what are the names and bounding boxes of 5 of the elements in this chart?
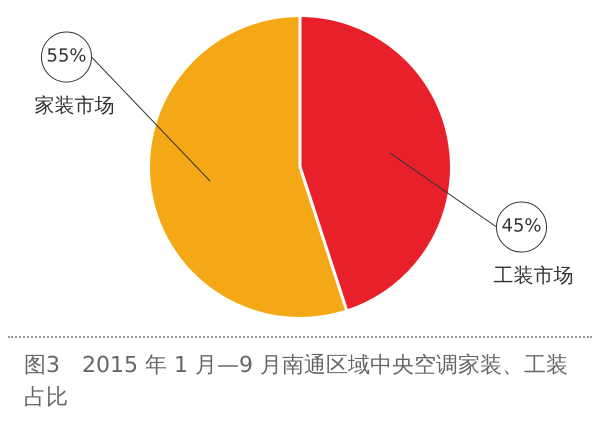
data-label: 45% xyxy=(501,216,542,237)
slice-label: 家装市场 xyxy=(34,93,114,118)
slice-label: 工装市场 xyxy=(494,263,574,288)
text: 图3 2015 年 1 月—9 月南通区域中央空调家装、工装占比 xyxy=(23,352,569,412)
data-label: 55% xyxy=(46,46,87,67)
